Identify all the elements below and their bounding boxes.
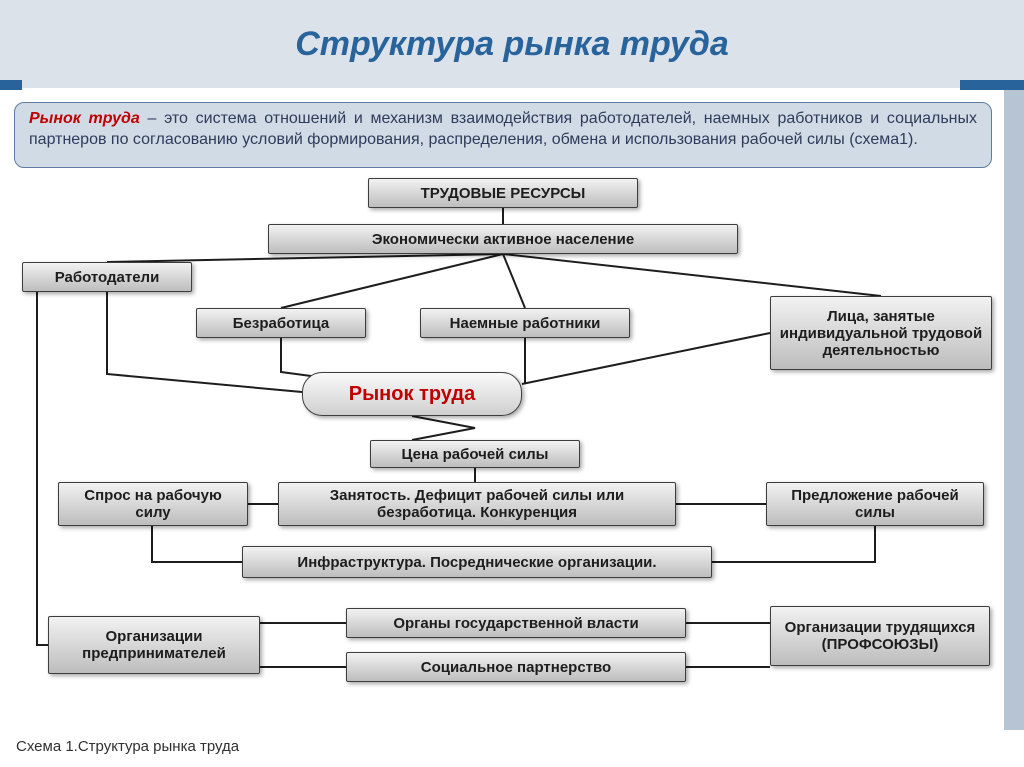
- node-self_employed: Лица, занятые индивидуальной трудовой де…: [770, 296, 992, 370]
- figure-caption: Схема 1.Структура рынка труда: [16, 738, 239, 755]
- slide-root: { "layout": { "width": 1024, "height": 7…: [0, 0, 1024, 767]
- node-unions: Организации трудящихся (ПРОФСОЮЗЫ): [770, 606, 990, 666]
- node-entrepreneurs: Организации предпринимателей: [48, 616, 260, 674]
- node-gov: Органы государственной власти: [346, 608, 686, 638]
- node-price: Цена рабочей силы: [370, 440, 580, 468]
- nodes-layer: ТРУДОВЫЕ РЕСУРСЫ Экономически активное на…: [0, 0, 1024, 767]
- node-hired: Наемные работники: [420, 308, 630, 338]
- node-market: Рынок труда: [302, 372, 522, 416]
- node-social: Социальное партнерство: [346, 652, 686, 682]
- node-employers: Работодатели: [22, 262, 192, 292]
- node-supply: Предложение рабочей силы: [766, 482, 984, 526]
- node-active_pop: Экономически активное население: [268, 224, 738, 254]
- node-unemployment: Безработица: [196, 308, 366, 338]
- node-demand: Спрос на рабочую силу: [58, 482, 248, 526]
- node-employment: Занятость. Дефицит рабочей силы или безр…: [278, 482, 676, 526]
- node-resources: ТРУДОВЫЕ РЕСУРСЫ: [368, 178, 638, 208]
- node-infra: Инфраструктура. Посреднические организац…: [242, 546, 712, 578]
